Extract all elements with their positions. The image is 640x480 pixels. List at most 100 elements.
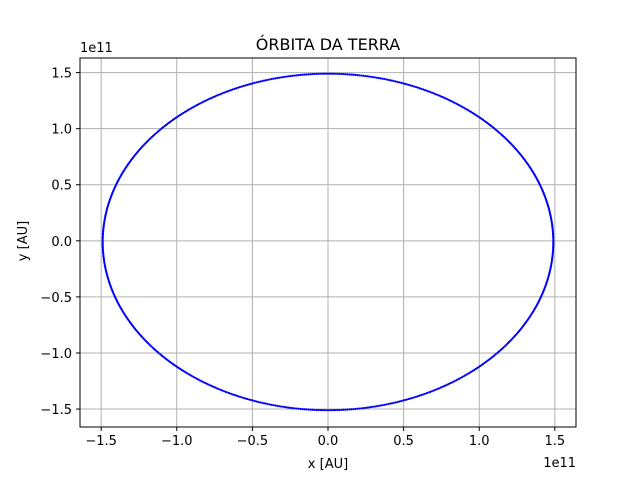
orbit-point <box>396 400 399 404</box>
orbit-point <box>432 389 435 392</box>
orbit-point <box>340 72 343 76</box>
orbit-point <box>423 88 427 92</box>
orbit-point <box>454 379 457 382</box>
orbit-point <box>222 91 226 94</box>
orbit-point <box>418 87 421 90</box>
orbit-point <box>446 383 449 386</box>
orbit-point <box>396 80 399 84</box>
orbit-point <box>390 402 394 405</box>
orbit-point <box>261 79 264 83</box>
orbit-point <box>369 405 373 409</box>
orbit-point <box>295 74 298 77</box>
chart-title: ÓRBITA DA TERRA <box>256 35 401 54</box>
orbit-point <box>381 77 384 80</box>
orbit-point <box>348 408 351 411</box>
orbit-point <box>268 78 271 81</box>
orbit-point <box>456 103 459 106</box>
orbit-point <box>251 399 254 402</box>
orbit-point <box>235 87 238 90</box>
orbit-point <box>389 79 392 82</box>
orbit-point <box>200 101 204 104</box>
orbit-point <box>202 381 205 384</box>
orbit-point <box>240 396 243 399</box>
orbit-point <box>221 389 224 392</box>
orbit-point <box>212 95 215 99</box>
x-ticks: −1.5 −1.0 −0.5 0.0 0.5 1.0 1.5 <box>85 427 565 449</box>
orbit-point <box>437 387 441 390</box>
orbit-point <box>423 392 427 395</box>
x-tick-label: 1.5 <box>544 434 565 449</box>
orbit-point <box>315 72 318 76</box>
orbit-point <box>301 407 304 411</box>
orbit-point <box>409 84 412 87</box>
orbit-point <box>390 79 394 82</box>
orbit-point <box>253 81 256 84</box>
x-tick-label: −1.0 <box>161 434 193 449</box>
y-tick-label: 0.0 <box>51 235 72 250</box>
orbit-point <box>297 74 300 77</box>
orbit-point <box>249 398 253 402</box>
orbit-point <box>344 408 347 411</box>
orbit-point <box>214 95 217 98</box>
orbit-point <box>301 73 304 76</box>
orbit-point <box>350 408 353 411</box>
orbit-point <box>367 406 371 409</box>
orbit-point <box>409 397 412 400</box>
orbit-point <box>207 383 210 386</box>
orbit-point <box>422 393 425 396</box>
orbit-point <box>416 395 419 398</box>
orbit-point <box>447 382 451 385</box>
orbit-point <box>425 89 428 92</box>
orbit-point <box>344 73 347 76</box>
orbit-point <box>416 86 419 89</box>
orbit-point <box>439 95 442 98</box>
orbit-point <box>303 408 306 411</box>
orbit-point <box>358 74 361 77</box>
orbit-point <box>272 404 275 407</box>
orbit-point <box>375 76 378 79</box>
orbit-point <box>214 386 217 389</box>
orbit-point <box>425 392 428 395</box>
orbit-point <box>264 79 267 82</box>
orbit-point <box>210 385 214 388</box>
orbit-point <box>387 78 390 81</box>
orbit-point <box>317 408 320 412</box>
orbit-point <box>264 402 267 405</box>
orbit-point <box>311 408 314 411</box>
orbit-point <box>229 88 233 92</box>
orbit-point <box>217 93 220 96</box>
orbit-point <box>332 72 335 75</box>
orbit-point <box>209 97 212 100</box>
orbit-point <box>334 72 337 75</box>
y-tick-label: −1.5 <box>40 403 72 418</box>
orbit-point <box>354 73 357 77</box>
orbit-point <box>392 401 395 404</box>
orbit-point <box>287 75 290 78</box>
orbit-point <box>247 83 251 86</box>
orbit-point <box>387 402 390 406</box>
orbit-point <box>394 80 397 83</box>
orbit-point <box>427 90 430 93</box>
orbit-point <box>281 75 285 79</box>
orbit-point <box>322 72 326 75</box>
orbit-point <box>338 72 341 76</box>
orbit-point <box>215 94 219 97</box>
orbit-point <box>375 405 378 408</box>
orbit-point <box>257 400 260 404</box>
orbit-point <box>552 242 555 245</box>
orbit-point <box>332 409 335 412</box>
orbit-point <box>360 74 363 77</box>
orbit-point <box>446 98 449 101</box>
orbit-point <box>430 390 434 393</box>
orbit-point <box>285 75 289 78</box>
orbit-point <box>231 393 234 396</box>
orbit-point <box>222 390 226 393</box>
orbit-point <box>413 396 416 399</box>
orbit-point <box>400 81 403 84</box>
orbit-point <box>238 395 242 398</box>
orbit-point <box>205 98 209 102</box>
grid <box>80 58 576 427</box>
orbit-point <box>350 73 353 76</box>
orbit-point <box>242 84 245 88</box>
orbit-point <box>313 72 316 76</box>
